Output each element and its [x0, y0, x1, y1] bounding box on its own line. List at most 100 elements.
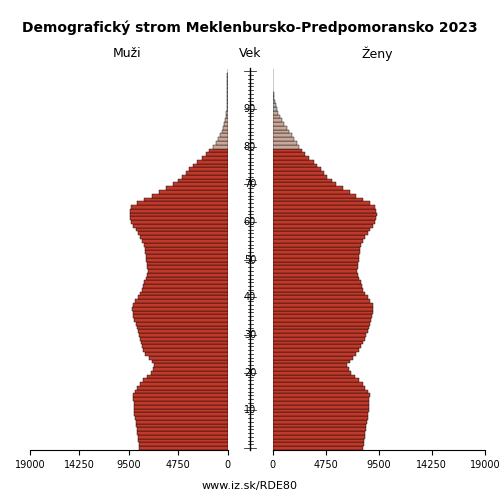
Bar — [272, 235, 366, 239]
Bar — [130, 216, 228, 220]
Bar — [148, 273, 228, 276]
Text: Vek: Vek — [239, 47, 261, 60]
Text: 10: 10 — [244, 406, 256, 415]
Bar — [144, 378, 228, 382]
Bar — [272, 314, 372, 318]
Text: Demografický strom Meklenbursko-Predpomoransko 2023: Demografický strom Meklenbursko-Predpomo… — [22, 20, 478, 35]
Bar — [272, 428, 366, 431]
Bar — [152, 194, 228, 198]
Bar — [136, 228, 228, 232]
Bar — [146, 250, 228, 254]
Bar — [272, 104, 276, 107]
Bar — [137, 386, 228, 390]
Bar — [272, 435, 365, 438]
Bar — [272, 145, 299, 148]
Bar — [272, 280, 362, 284]
Bar — [272, 348, 358, 352]
Text: 20: 20 — [244, 368, 256, 378]
Bar — [272, 300, 370, 303]
Bar — [272, 160, 314, 164]
Bar — [137, 431, 228, 435]
Bar — [272, 88, 273, 92]
Bar — [272, 212, 376, 216]
Bar — [272, 182, 336, 186]
Bar — [136, 420, 228, 424]
Bar — [225, 118, 228, 122]
Bar — [272, 405, 369, 408]
Bar — [272, 209, 376, 212]
Bar — [272, 92, 274, 96]
Bar — [272, 382, 362, 386]
Bar — [272, 397, 370, 401]
Bar — [136, 424, 228, 428]
Bar — [146, 276, 228, 280]
Bar — [154, 364, 228, 367]
Bar — [142, 344, 228, 348]
Bar — [134, 314, 228, 318]
Bar — [272, 254, 359, 258]
Bar — [272, 337, 366, 340]
Bar — [272, 118, 282, 122]
Bar — [220, 134, 228, 137]
Bar — [272, 202, 370, 205]
Bar — [272, 322, 370, 326]
Bar — [272, 148, 302, 152]
Bar — [140, 340, 228, 344]
Bar — [272, 310, 372, 314]
Bar — [272, 126, 286, 130]
Bar — [272, 171, 324, 175]
Bar — [148, 269, 228, 273]
Text: 50: 50 — [244, 254, 256, 264]
Bar — [272, 367, 348, 371]
Bar — [272, 292, 366, 296]
Bar — [272, 130, 289, 134]
Bar — [140, 337, 228, 340]
Bar — [138, 232, 228, 235]
Bar — [222, 130, 228, 134]
Bar — [272, 318, 371, 322]
Text: Ženy: Ženy — [362, 46, 393, 60]
Text: 60: 60 — [244, 217, 256, 227]
Bar — [272, 390, 368, 394]
Bar — [272, 378, 358, 382]
Bar — [144, 284, 228, 288]
Bar — [272, 216, 376, 220]
Bar — [137, 202, 228, 205]
Bar — [272, 141, 297, 145]
Bar — [272, 250, 360, 254]
Text: 40: 40 — [244, 292, 256, 302]
Bar — [130, 212, 228, 216]
Bar — [272, 100, 275, 103]
Bar — [272, 134, 291, 137]
Bar — [148, 266, 228, 269]
Text: 80: 80 — [244, 142, 256, 152]
Bar — [272, 288, 363, 292]
Bar — [134, 401, 228, 405]
Bar — [144, 348, 228, 352]
Bar — [133, 224, 228, 228]
Bar — [272, 307, 373, 310]
Bar — [272, 374, 354, 378]
Bar — [272, 360, 349, 364]
Bar — [152, 367, 228, 371]
Bar — [272, 205, 376, 209]
Bar — [224, 122, 228, 126]
Bar — [134, 318, 228, 322]
Bar — [272, 340, 363, 344]
Text: 70: 70 — [244, 180, 256, 190]
Bar — [226, 107, 228, 111]
Bar — [272, 371, 351, 374]
Bar — [136, 322, 228, 326]
Bar — [135, 416, 228, 420]
Bar — [226, 114, 228, 118]
Bar — [147, 374, 228, 378]
Bar — [272, 168, 320, 171]
Bar — [272, 164, 317, 168]
Bar — [146, 352, 228, 356]
Bar — [138, 296, 228, 300]
Bar — [272, 111, 278, 114]
Bar — [134, 408, 228, 412]
Bar — [272, 246, 360, 250]
Bar — [133, 303, 228, 307]
Bar — [150, 371, 228, 374]
